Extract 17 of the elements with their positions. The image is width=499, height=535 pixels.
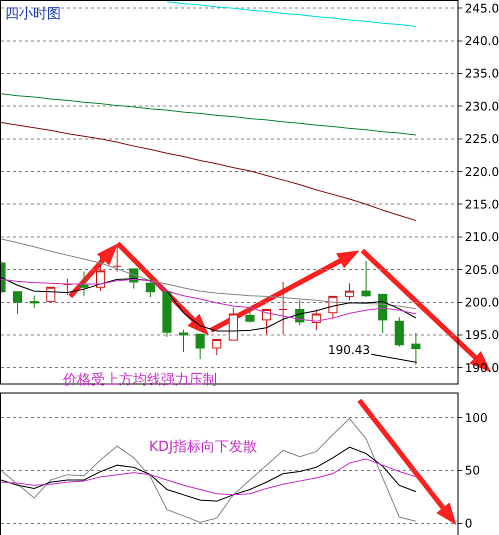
- y-tick-label: 100: [464, 410, 488, 425]
- chart-title: 四小时图: [5, 6, 61, 22]
- annotation: KDJ指标向下发散: [149, 439, 258, 455]
- y-tick-label: 200.0: [464, 295, 499, 310]
- annotation: 190.43: [328, 343, 370, 357]
- y-tick-label: 230.0: [464, 99, 499, 114]
- y-tick-label: 235.0: [464, 66, 499, 81]
- y-tick-label: 210.0: [464, 230, 499, 244]
- y-tick-label: 195.0: [464, 328, 499, 342]
- y-tick-label: 240.0: [464, 34, 499, 48]
- y-tick-label: 205.0: [464, 262, 499, 277]
- y-tick-label: 225.0: [464, 132, 499, 146]
- y-tick-label: 245.0: [464, 1, 499, 16]
- y-tick-label: 220.0: [464, 164, 499, 179]
- y-tick-label: 215.0: [464, 197, 499, 212]
- y-tick-label: 50: [464, 464, 480, 478]
- y-tick-label: 0: [464, 516, 472, 531]
